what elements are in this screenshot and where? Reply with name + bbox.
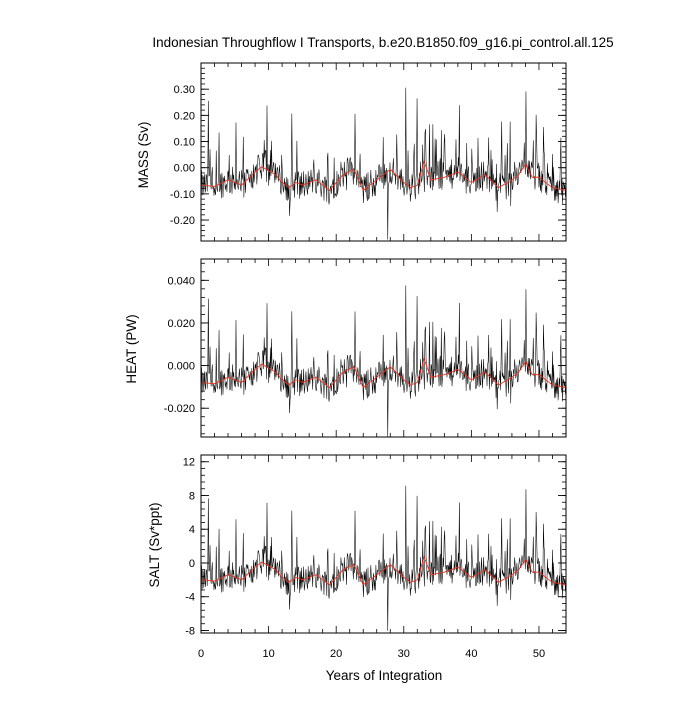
- y-tick-label: 0.040: [167, 275, 195, 287]
- series-smoothed-line: [200, 555, 567, 586]
- y-tick-label: -4: [185, 592, 195, 604]
- series-smoothed-line: [200, 357, 567, 389]
- y-tick-label: 0.10: [174, 137, 195, 149]
- y-tick-label: -0.020: [164, 403, 195, 415]
- series-monthly-line: [200, 87, 567, 240]
- y-tick-label: 0.30: [174, 84, 195, 96]
- y-tick-label: 12: [183, 457, 195, 469]
- plot-frame: [200, 258, 567, 438]
- ylabel-salt: SALT (Sv*ppt): [147, 502, 162, 587]
- x-tick-label: 50: [533, 648, 545, 660]
- y-tick-label: 0.00: [174, 163, 195, 175]
- x-axis-label: Years of Integration: [326, 668, 443, 683]
- y-tick-label: 0: [189, 558, 195, 570]
- x-tick-label: 30: [398, 648, 410, 660]
- ylabel-heat: HEAT (PW): [124, 314, 139, 383]
- y-tick-label: -8: [185, 625, 195, 637]
- y-tick-label: 0.000: [167, 361, 195, 373]
- y-tick-label: 0.020: [167, 318, 195, 330]
- x-tick-label: 40: [465, 648, 477, 660]
- chart-title: Indonesian Throughflow I Transports, b.e…: [152, 35, 613, 50]
- y-tick-label: -0.10: [170, 189, 195, 201]
- y-tick-label: 0.20: [174, 110, 195, 122]
- y-tick-label: 8: [189, 490, 195, 502]
- panel-mass: MASS (Sv) -0.20 -0.10 0.00 0.10 0.20 0.30: [136, 62, 567, 242]
- y-tick-label: 4: [189, 524, 195, 536]
- series-monthly-line: [200, 285, 567, 437]
- plot-frame: [200, 454, 567, 634]
- plot-frame: [200, 62, 567, 242]
- x-tick-label: 0: [198, 648, 204, 660]
- panel-salt: SALT (Sv*ppt) -8 -4 0 4 8 12 0 10 20 30 40 50: [147, 454, 567, 660]
- panel-heat: HEAT (PW) -0.020 0.000 0.020 0.040: [124, 258, 567, 438]
- x-tick-label: 10: [262, 648, 274, 660]
- x-tick-label: 20: [330, 648, 342, 660]
- series-monthly-line: [200, 485, 567, 631]
- series-smoothed-line: [200, 160, 567, 192]
- y-tick-label: -0.20: [170, 215, 195, 227]
- ylabel-mass: MASS (Sv): [136, 122, 151, 189]
